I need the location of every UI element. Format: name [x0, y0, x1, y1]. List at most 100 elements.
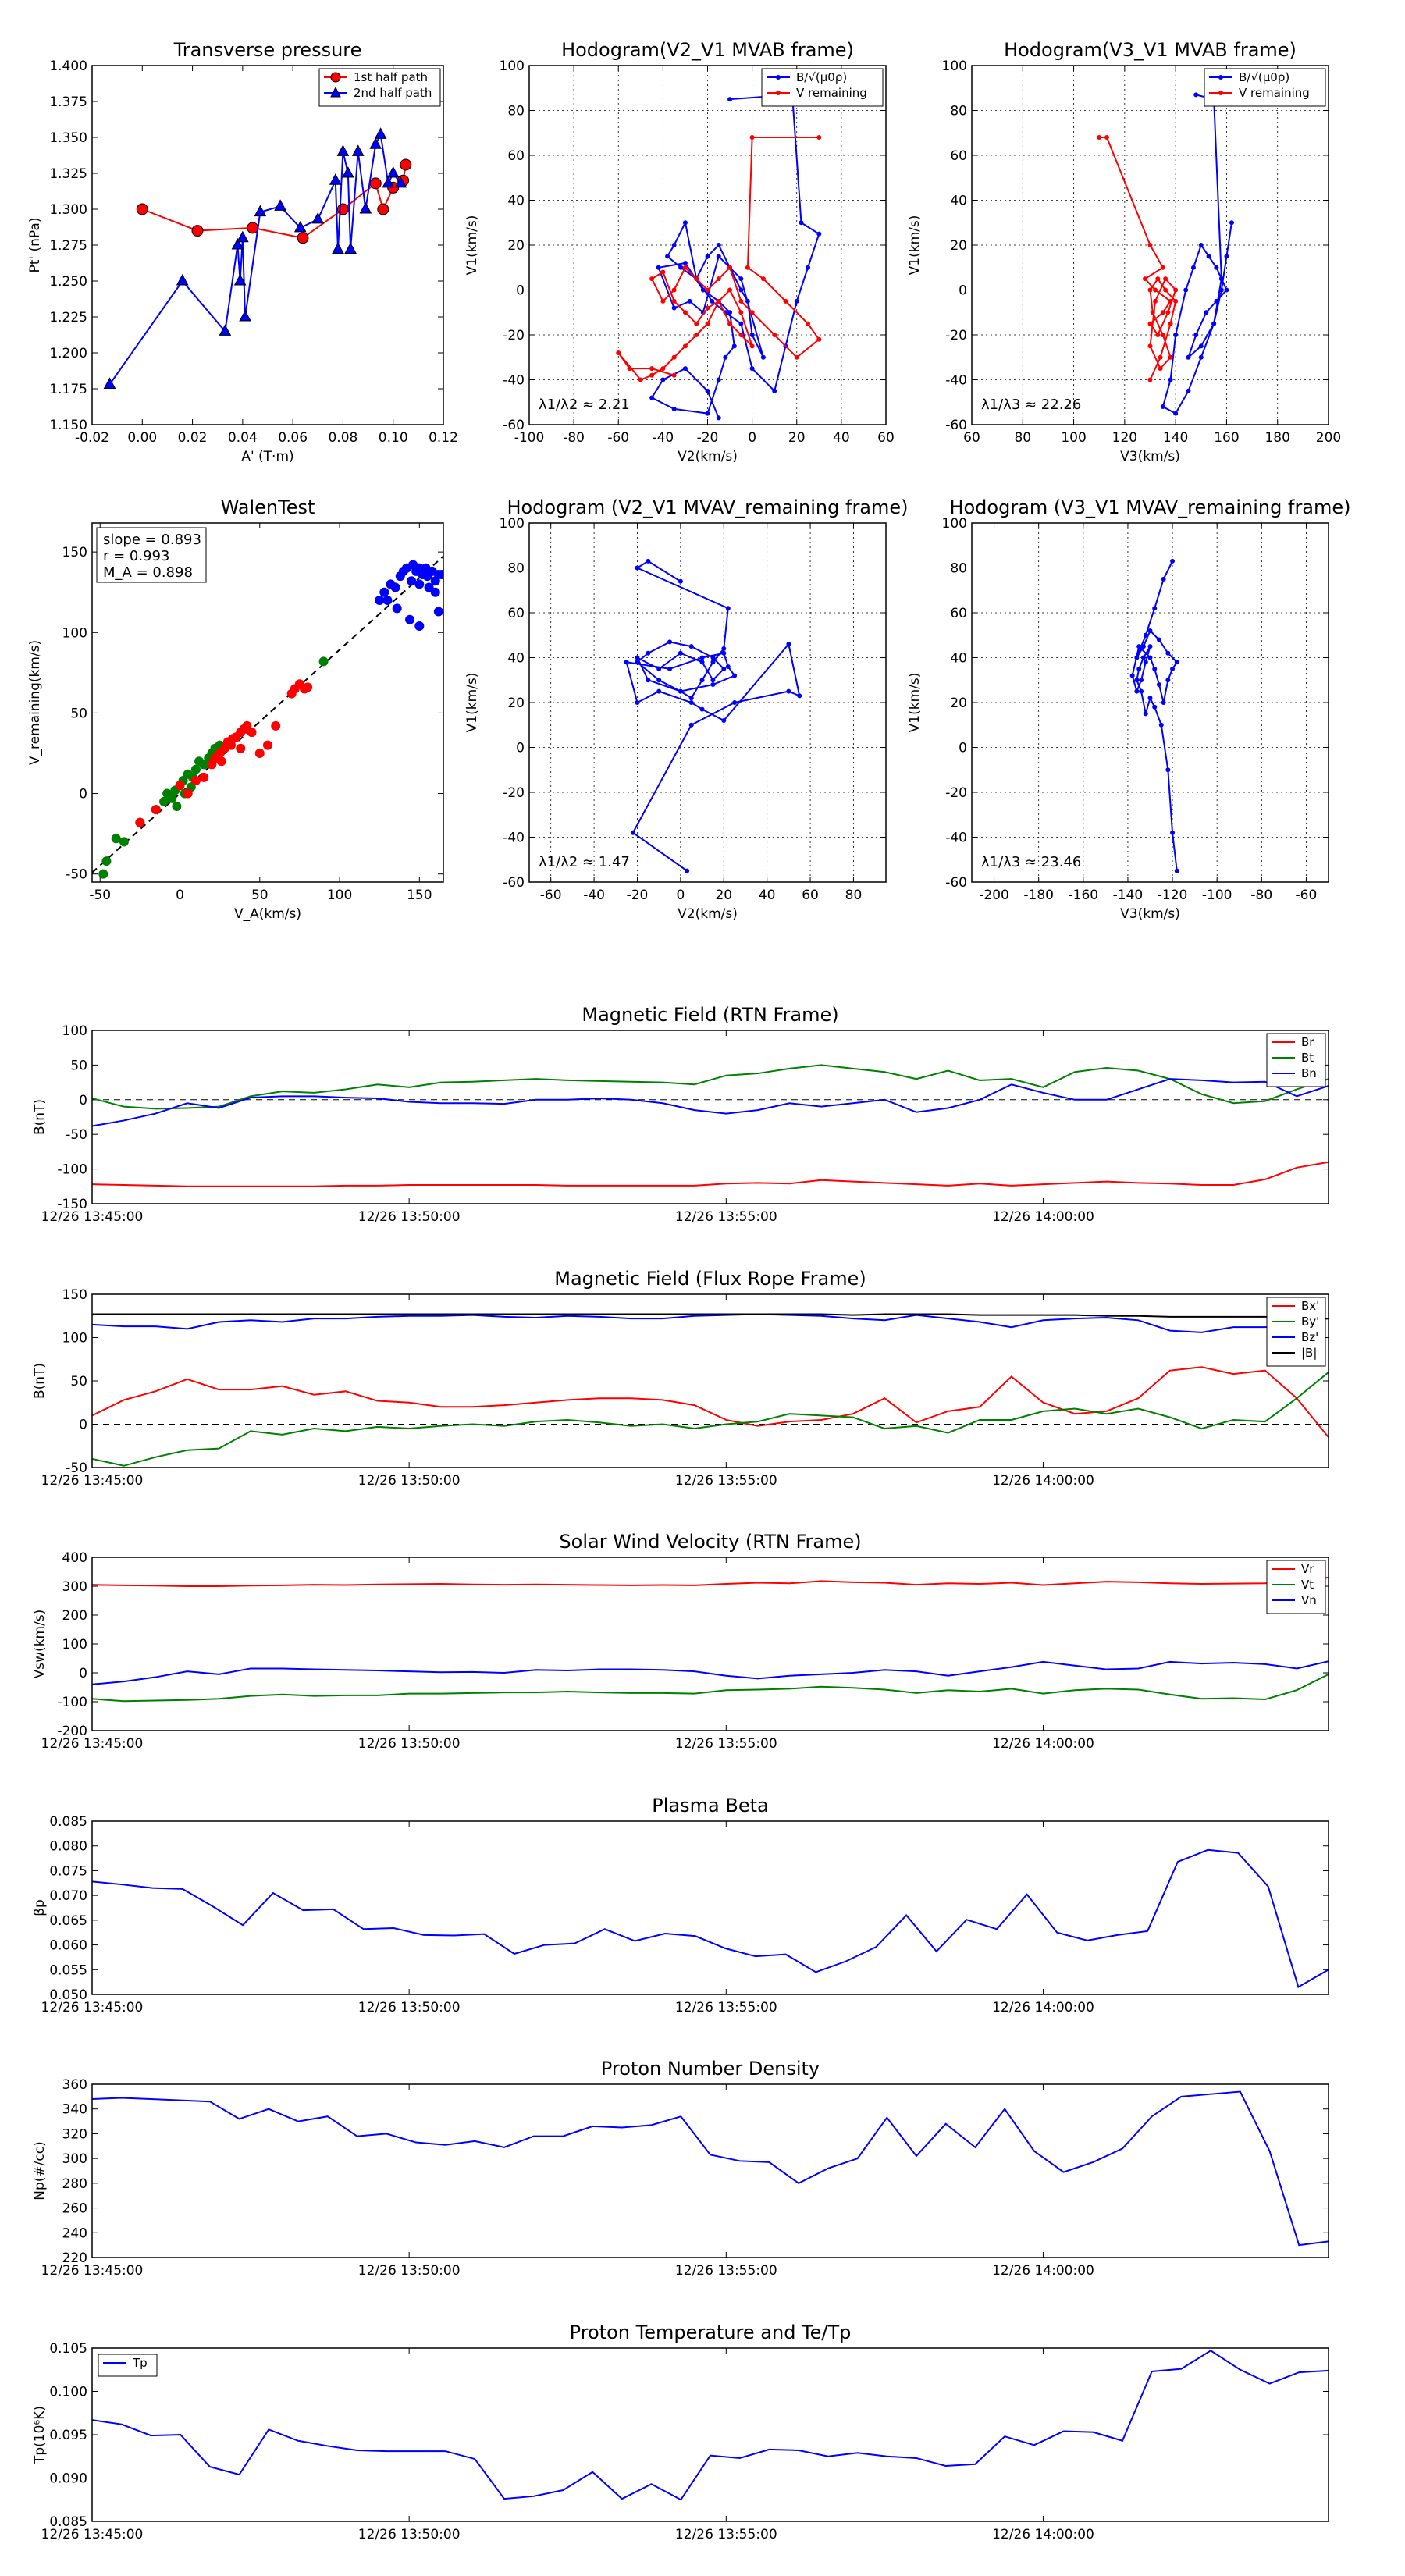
y-tick-label: 280	[62, 2176, 87, 2192]
x-tick-label: 0.08	[328, 430, 357, 446]
data-point	[700, 287, 706, 293]
data-point	[1193, 92, 1199, 98]
data-point	[1147, 243, 1153, 247]
plot-frame	[528, 522, 887, 883]
x-tick-label: 120	[1112, 430, 1137, 446]
data-point	[414, 579, 425, 589]
data-point	[271, 720, 281, 731]
y-tick-label: 0	[79, 1666, 87, 1681]
data-point	[649, 372, 655, 378]
data-point	[738, 298, 744, 304]
data-point	[738, 333, 744, 337]
data-point	[716, 377, 721, 382]
y-tick-label: -40	[503, 831, 525, 846]
data-point	[685, 868, 690, 873]
data-point	[688, 700, 694, 705]
plot-frame	[971, 65, 1329, 425]
legend-marker	[776, 91, 781, 95]
data-point	[688, 696, 694, 701]
data-point	[630, 830, 635, 835]
data-point	[624, 660, 629, 665]
x-tick-label: 40	[759, 888, 776, 903]
data-point	[616, 350, 621, 355]
x-tick-label: -80	[1250, 888, 1272, 903]
y-tick-label: 0	[516, 741, 525, 756]
data-point	[1170, 666, 1176, 671]
data-point	[1186, 388, 1191, 393]
chart-title: WalenTest	[221, 496, 315, 518]
data-point	[638, 377, 643, 382]
x-tick-label: -180	[1023, 888, 1054, 903]
plot-frame	[528, 65, 887, 425]
y-tick-label: -100	[57, 1162, 87, 1178]
data-point	[119, 837, 129, 847]
data-point	[199, 772, 209, 782]
chart-h3: Hodogram (V2_V1 MVAV_remaining frame) -60…	[464, 496, 909, 922]
plot-area	[92, 2090, 1329, 2247]
data-point	[745, 298, 750, 304]
legend-label: Br	[1301, 1035, 1314, 1049]
legend-label: Bt	[1301, 1051, 1314, 1065]
y-tick-label: 40	[950, 651, 967, 667]
data-point	[760, 354, 766, 360]
legend-label: By'	[1301, 1315, 1319, 1329]
y-tick-label: 0.050	[49, 1987, 87, 2003]
data-point	[682, 265, 688, 270]
y-tick-label: 0.100	[49, 2385, 87, 2400]
data-point	[247, 728, 257, 738]
x-tick-label: 12/26 13:50:00	[358, 1473, 461, 1489]
data-point	[1155, 276, 1161, 282]
data-point	[705, 254, 710, 259]
x-tick-label: -60	[540, 888, 562, 903]
y-tick-label: 0.060	[49, 1938, 87, 1954]
data-point	[1163, 276, 1168, 282]
data-point	[635, 565, 640, 571]
data-point	[694, 276, 699, 282]
x-axis-label: V3(km/s)	[1120, 906, 1180, 922]
legend-label: Tp	[132, 2356, 148, 2370]
x-axis-label: V3(km/s)	[1120, 449, 1180, 464]
legend-label: B/√(μ0ρ)	[1239, 70, 1289, 84]
eigenvalue-ratio-label: λ1/λ3 ≈ 22.26	[981, 397, 1081, 413]
data-point	[727, 287, 733, 293]
data-point	[783, 298, 788, 304]
legend-box	[98, 2354, 158, 2377]
data-point	[694, 321, 699, 326]
y-tick-label: 0	[959, 283, 967, 299]
data-point	[710, 655, 716, 660]
data-point	[1142, 276, 1147, 282]
y-tick-label: 80	[507, 104, 525, 119]
data-point	[1097, 135, 1102, 140]
x-tick-label: 12/26 13:55:00	[675, 2527, 777, 2542]
y-tick-label: -60	[503, 418, 525, 433]
data-point	[190, 764, 201, 774]
data-point	[1168, 354, 1173, 360]
y-tick-label: 80	[507, 561, 525, 577]
data-point	[772, 333, 777, 337]
data-point	[1140, 644, 1146, 649]
x-tick-label: 160	[1214, 430, 1239, 446]
x-tick-label: 180	[1264, 430, 1289, 446]
series-b-0--line	[1161, 94, 1232, 415]
data-point	[1168, 321, 1173, 326]
data-point	[136, 203, 148, 215]
x-tick-label: -60	[1296, 888, 1318, 903]
data-point	[682, 366, 688, 372]
data-point	[671, 287, 677, 293]
series-bt-line	[92, 1064, 1329, 1110]
y-tick-label: 20	[950, 238, 967, 254]
data-point	[1136, 644, 1142, 649]
fit-line	[92, 555, 443, 873]
data-point	[405, 614, 415, 624]
y-tick-label: 0.090	[49, 2471, 87, 2487]
x-tick-label: 0	[676, 888, 685, 903]
y-axis-label: V1(km/s)	[907, 673, 923, 733]
x-tick-label: 100	[1061, 430, 1086, 446]
y-axis-label: B(nT)	[32, 1099, 48, 1135]
data-point	[760, 276, 766, 282]
y-axis-label: βp	[32, 1899, 48, 1916]
y-axis-label: Np(#/cc)	[32, 2141, 48, 2200]
data-point	[749, 333, 755, 337]
legend-label: Vr	[1301, 1562, 1314, 1576]
legend-marker	[1218, 75, 1223, 80]
